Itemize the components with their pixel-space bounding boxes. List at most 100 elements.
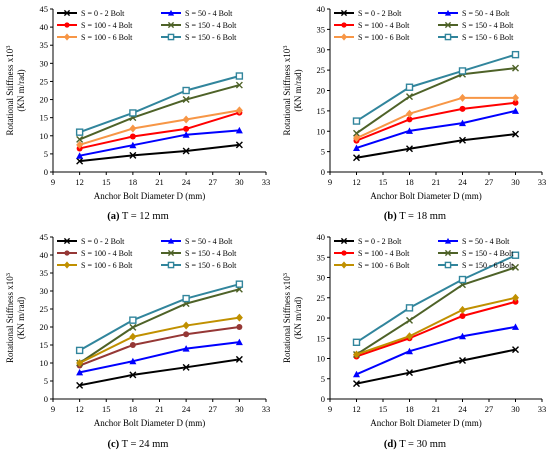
series-line	[356, 133, 516, 159]
legend-item: S = 100 - 6 Bolt	[57, 261, 133, 270]
x-tick-label: 12	[75, 177, 84, 187]
series-2	[76, 126, 243, 159]
series-4	[353, 64, 519, 137]
y-tick-label: 35	[40, 268, 49, 278]
y-tick-label: 40	[317, 232, 326, 242]
data-point	[75, 128, 84, 136]
data-point	[76, 135, 84, 143]
data-point	[129, 141, 137, 149]
data-point	[129, 124, 137, 133]
y-tick-label: 20	[40, 322, 49, 332]
series-line	[356, 325, 516, 376]
legend-item: S = 0 - 2 Bolt	[334, 9, 402, 18]
series-line	[79, 358, 240, 387]
chart-panel-b: 0 5 10 15 20 25 30 35 40 9 12 15 18 21 24 27 30 33 Anchor …	[282, 4, 546, 222]
series-5	[353, 93, 519, 143]
legend-label: S = 150 - 4 Bolt	[462, 21, 514, 30]
data-point	[405, 304, 414, 312]
legend-marker	[444, 9, 452, 16]
legend-item: S = 150 - 4 Bolt	[438, 249, 514, 258]
data-point	[129, 316, 137, 324]
x-tick-label: 27	[485, 177, 494, 187]
x-tick-label: 9	[51, 177, 55, 187]
legend-item: S = 150 - 6 Bolt	[438, 261, 514, 270]
series-5	[76, 313, 243, 367]
legend-item: S = 150 - 4 Bolt	[438, 21, 514, 30]
series-line	[355, 254, 516, 344]
legend-item: S = 100 - 4 Bolt	[57, 249, 133, 258]
y-tick-label: 25	[40, 76, 49, 86]
series-line	[356, 109, 516, 149]
legend-item: S = 100 - 6 Bolt	[334, 33, 410, 42]
x-axis-label: Anchor Bolt Diameter D (mm)	[94, 191, 205, 201]
legend-item: S = 100 - 4 Bolt	[334, 21, 410, 30]
series-line	[356, 300, 516, 358]
data-point	[406, 369, 413, 377]
data-point	[183, 331, 190, 338]
data-point	[511, 251, 520, 259]
legend-label: S = 100 - 4 Bolt	[81, 249, 133, 258]
y-tick-label: 45	[40, 232, 49, 242]
data-point	[459, 119, 466, 127]
x-tick-label: 30	[511, 404, 520, 414]
y-axis-label: Rotational Stiffness x103	[282, 273, 292, 363]
legend-marker	[444, 249, 452, 257]
x-tick-label: 33	[538, 404, 547, 414]
series-line	[356, 348, 516, 385]
data-point	[129, 133, 136, 140]
y-tick-label: 5	[44, 149, 48, 159]
data-point	[76, 368, 84, 376]
data-point	[512, 346, 519, 354]
x-tick-label: 9	[328, 177, 332, 187]
series-line	[79, 288, 240, 364]
series-1	[353, 130, 519, 162]
data-point	[406, 116, 413, 123]
data-point	[353, 350, 360, 359]
data-point	[129, 371, 137, 379]
y-tick-label: 0	[44, 167, 48, 177]
legend-marker	[63, 237, 71, 245]
series-6	[352, 251, 520, 346]
data-point	[182, 294, 190, 303]
data-point	[511, 50, 520, 59]
y-axis-label: Rotational Stiffness x103	[282, 45, 292, 135]
data-point	[182, 96, 190, 104]
series-1	[353, 346, 519, 388]
data-point	[458, 275, 467, 284]
legend-label: S = 100 - 6 Bolt	[81, 261, 133, 270]
legend-marker	[167, 261, 175, 269]
panel-caption: (a) T = 12 mm	[107, 211, 169, 222]
legend-label: S = 100 - 4 Bolt	[81, 21, 133, 30]
legend-label: S = 150 - 6 Bolt	[185, 33, 237, 42]
data-point	[129, 109, 137, 117]
data-point	[459, 312, 466, 319]
legend-item: S = 100 - 6 Bolt	[57, 33, 133, 42]
y-axis-unit-label: (KN m/rad)	[16, 297, 26, 339]
data-point	[406, 332, 413, 341]
y-axis-unit-label: (KN m/rad)	[293, 297, 303, 339]
series-line	[79, 283, 240, 352]
chart-panel-c: 0 5 10 15 20 25 30 35 40 45 9 12 15 18 21 24 27 30 33 Ancho…	[5, 232, 270, 450]
legend-label: S = 0 - 2 Bolt	[358, 9, 402, 18]
x-tick-label: 21	[432, 177, 441, 187]
series-line	[79, 75, 240, 134]
x-tick-label: 24	[182, 404, 191, 414]
y-tick-label: 0	[44, 394, 48, 404]
legend: S = 0 - 2 Bolt S = 50 - 4 Bolt S = 100 - 4…	[334, 9, 514, 42]
data-point	[512, 99, 519, 106]
y-tick-label: 40	[40, 250, 49, 260]
series-line	[79, 109, 240, 146]
x-tick-label: 30	[235, 177, 244, 187]
legend-marker	[340, 33, 348, 41]
data-point	[235, 126, 243, 134]
legend-item: S = 0 - 2 Bolt	[334, 237, 402, 246]
x-tick-label: 9	[51, 404, 55, 414]
y-tick-label: 20	[40, 95, 49, 105]
y-tick-label: 10	[317, 126, 326, 136]
data-point	[182, 363, 190, 371]
legend-item: S = 50 - 4 Bolt	[161, 9, 233, 18]
series-2	[76, 338, 243, 376]
x-tick-label: 33	[538, 177, 547, 187]
data-point	[459, 136, 466, 144]
chart-panel-a: 0 5 10 15 20 25 30 35 40 45 9 12 15 18 21 24 27 30 33 Ancho…	[5, 4, 270, 222]
